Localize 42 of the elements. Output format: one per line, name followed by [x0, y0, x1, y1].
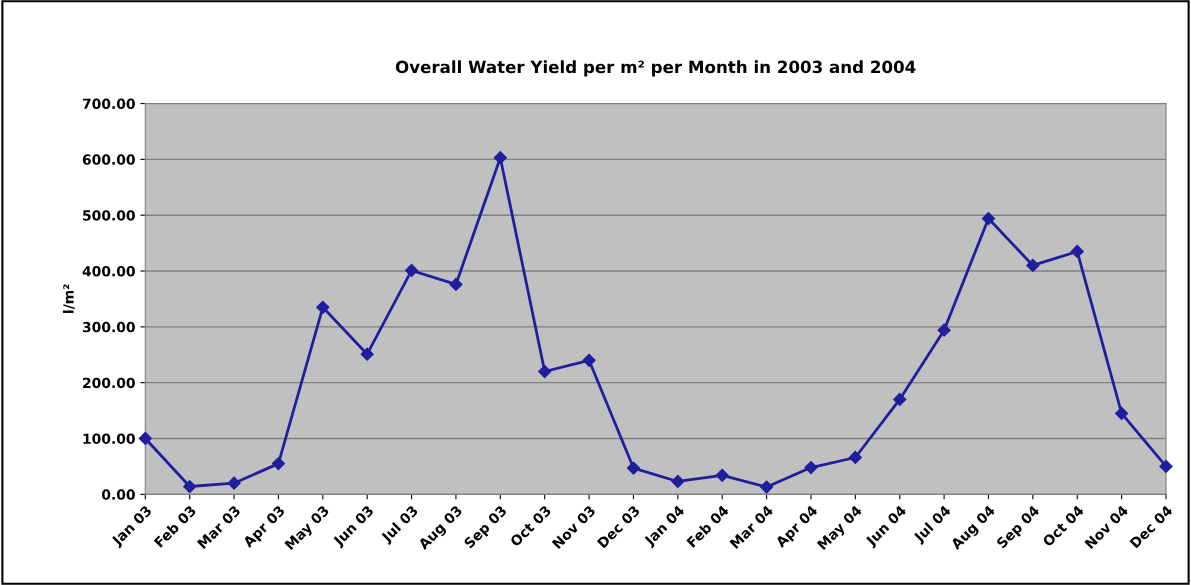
x-tick-label: Jul 04 [912, 504, 954, 546]
x-tick-label: Sep 03 [463, 505, 510, 551]
point [316, 300, 330, 314]
point [626, 461, 641, 475]
point [1026, 258, 1040, 273]
y-tick-label: 500.00 [83, 210, 135, 221]
point [671, 474, 685, 489]
point [848, 450, 862, 465]
x-tick-label: Oct 03 [509, 505, 552, 548]
point [804, 460, 818, 475]
y-axis-title: l/m² [62, 284, 75, 313]
x-tick-label: Sep 04 [995, 504, 1042, 551]
point [582, 353, 596, 367]
x-tick-label: Feb 04 [686, 504, 730, 548]
point [493, 151, 507, 165]
y-tick-label: 0.00 [101, 489, 135, 500]
x-tick-label: Jul 03 [379, 504, 421, 546]
point [1115, 406, 1129, 420]
point [893, 392, 907, 407]
point [227, 476, 241, 490]
y-tick-label: 300.00 [82, 321, 135, 333]
x-tick-label: Feb 03 [153, 504, 197, 548]
point [271, 457, 286, 471]
point [715, 468, 729, 482]
y-tick-label: 400.00 [82, 265, 135, 277]
point [981, 211, 996, 226]
point [183, 479, 197, 494]
chart-title: Overall Water Yield per m² per Month in 2003 and 2004 [395, 60, 916, 77]
x-tick-label: Oct 04 [1041, 504, 1085, 548]
point [1159, 459, 1173, 474]
point [937, 323, 951, 337]
y-tick-label: 200.00 [83, 377, 135, 389]
point [138, 431, 152, 446]
point [760, 480, 774, 494]
y-tick-label: 700.00 [82, 98, 135, 110]
point [1070, 244, 1084, 259]
point [538, 364, 552, 379]
y-tick-label: 100.00 [83, 433, 135, 444]
point [404, 263, 419, 278]
point [360, 347, 374, 361]
y-tick-label: 600.00 [82, 154, 135, 165]
point [449, 277, 463, 292]
